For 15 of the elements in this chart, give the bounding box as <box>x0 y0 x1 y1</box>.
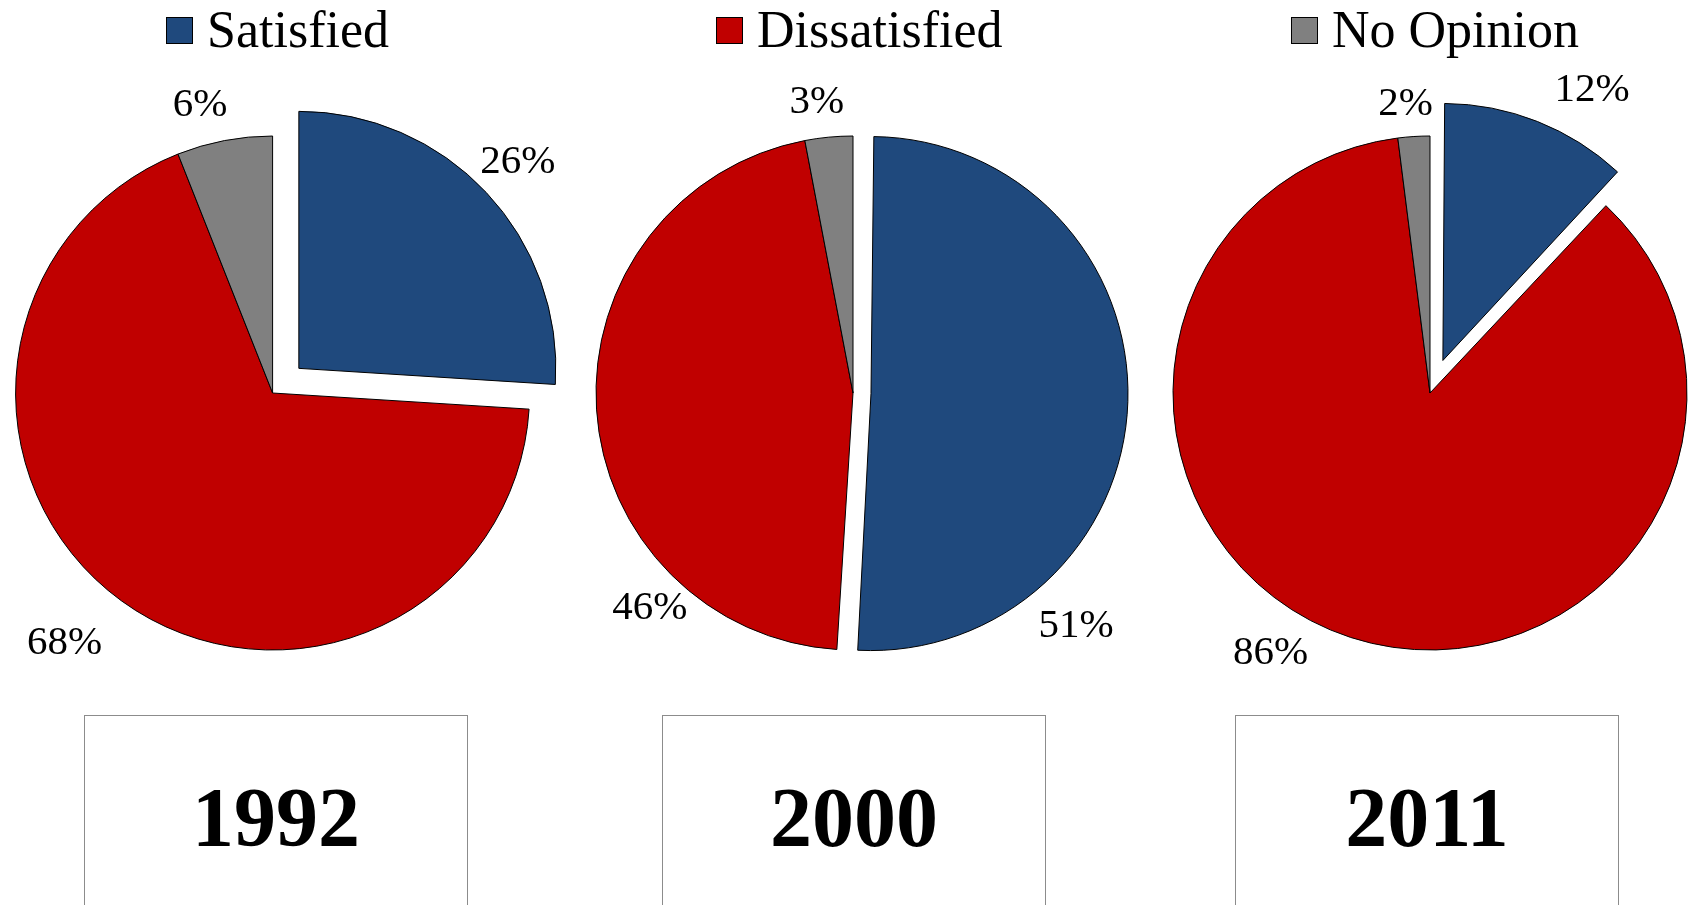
data-label: 86% <box>1233 626 1309 673</box>
legend-label: Satisfied <box>207 0 389 60</box>
data-label: 51% <box>1038 599 1114 646</box>
data-label: 12% <box>1554 63 1630 110</box>
data-label: 68% <box>26 616 103 663</box>
data-label: 6% <box>172 78 228 125</box>
title-frame: 2011 <box>1235 715 1619 905</box>
title-frame: 1992 <box>84 715 468 905</box>
data-label: 2% <box>1378 77 1433 124</box>
data-label: 3% <box>789 76 845 123</box>
title-frame: 2000 <box>662 715 1046 905</box>
legend-label: No Opinion <box>1332 0 1579 60</box>
data-label: 46% <box>612 581 688 628</box>
legend-label: Dissatisfied <box>757 0 1003 60</box>
data-label: 26% <box>480 135 556 182</box>
